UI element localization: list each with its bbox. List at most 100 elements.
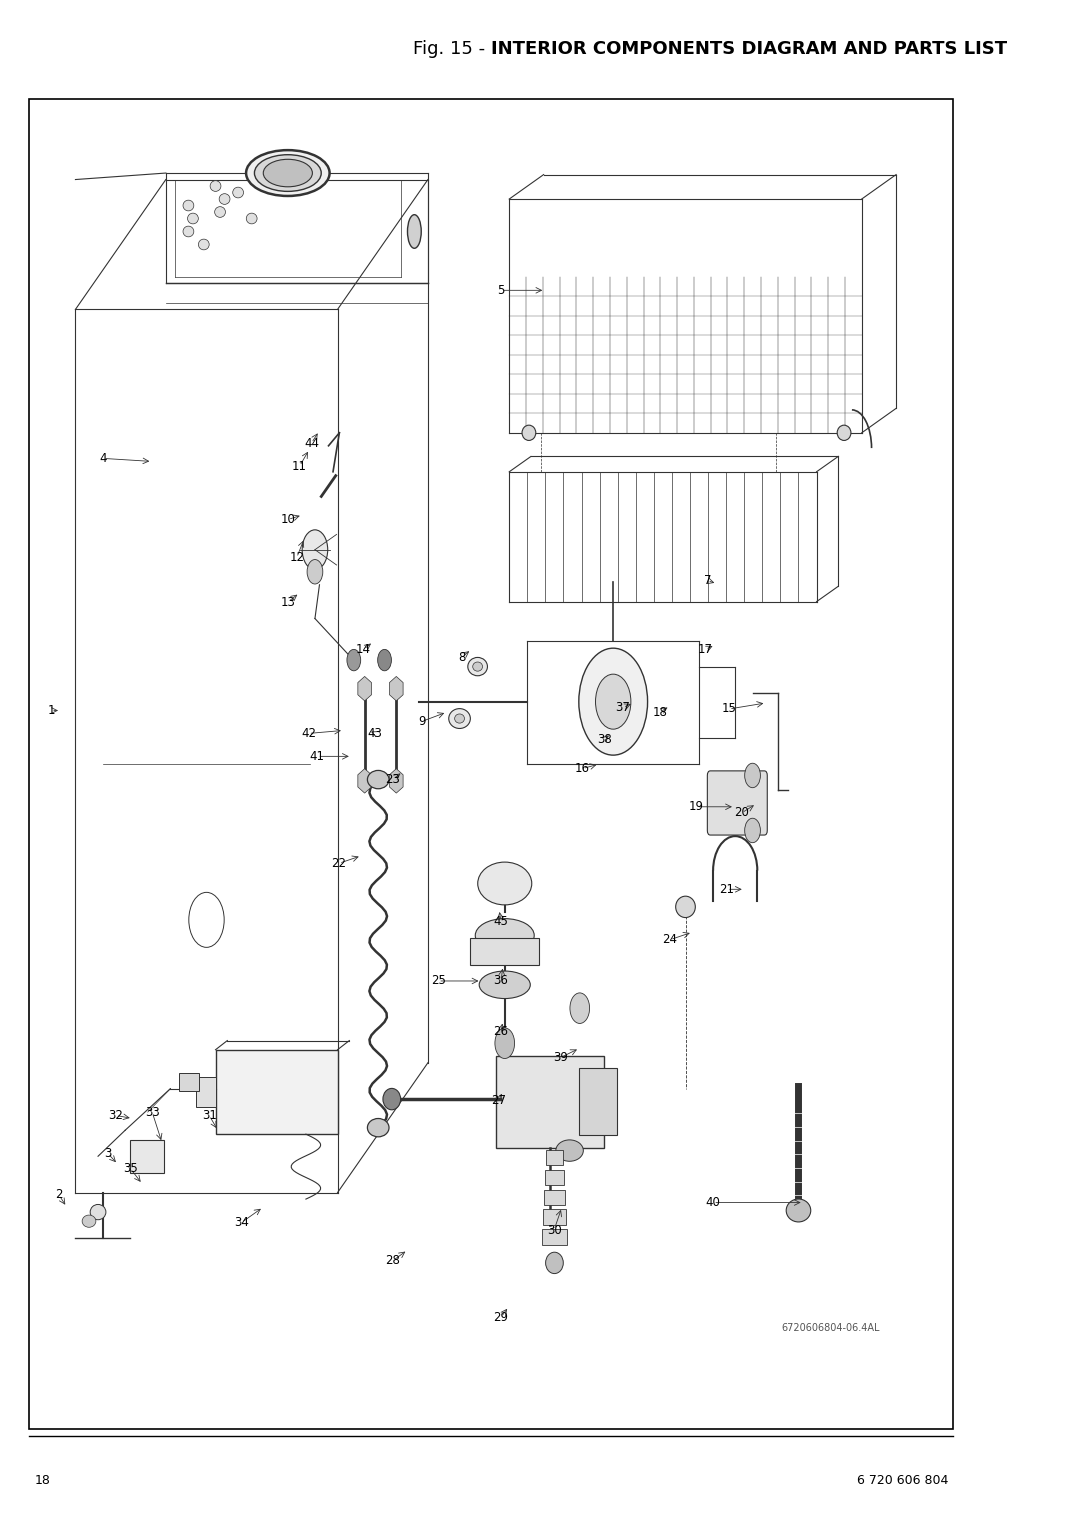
Ellipse shape (183, 226, 193, 237)
Text: 11: 11 (292, 460, 307, 472)
Text: 6 720 606 804: 6 720 606 804 (856, 1475, 948, 1487)
Bar (179, 1073, 199, 1091)
Text: 32: 32 (108, 1109, 123, 1122)
Text: 17: 17 (698, 643, 713, 656)
FancyBboxPatch shape (544, 1189, 565, 1204)
Text: 26: 26 (494, 1025, 509, 1038)
FancyBboxPatch shape (496, 1056, 604, 1148)
Text: 34: 34 (234, 1216, 249, 1229)
Text: 31: 31 (202, 1109, 217, 1122)
Text: 33: 33 (145, 1106, 160, 1118)
FancyBboxPatch shape (545, 1170, 564, 1186)
Ellipse shape (246, 150, 329, 196)
Circle shape (495, 1028, 514, 1059)
Text: 24: 24 (662, 934, 677, 946)
Text: 39: 39 (553, 1051, 568, 1063)
FancyBboxPatch shape (546, 1151, 563, 1166)
Text: 28: 28 (386, 1254, 401, 1267)
Text: INTERIOR COMPONENTS DIAGRAM AND PARTS LIST: INTERIOR COMPONENTS DIAGRAM AND PARTS LI… (491, 40, 1008, 58)
Ellipse shape (199, 238, 210, 249)
Text: 27: 27 (491, 1094, 507, 1106)
FancyBboxPatch shape (29, 99, 953, 1429)
Circle shape (570, 993, 590, 1024)
Text: 21: 21 (719, 883, 734, 895)
Text: 36: 36 (494, 975, 509, 987)
Ellipse shape (211, 180, 221, 191)
FancyBboxPatch shape (130, 1140, 164, 1174)
Text: 38: 38 (597, 733, 611, 746)
Text: 35: 35 (123, 1163, 138, 1175)
Text: 18: 18 (652, 706, 667, 718)
Ellipse shape (219, 194, 230, 205)
FancyBboxPatch shape (543, 1210, 566, 1225)
Text: 15: 15 (721, 703, 737, 715)
Text: 45: 45 (494, 915, 509, 927)
Ellipse shape (215, 206, 226, 217)
Text: 18: 18 (35, 1475, 51, 1487)
Ellipse shape (545, 1253, 564, 1274)
Ellipse shape (473, 662, 483, 671)
FancyBboxPatch shape (707, 770, 767, 834)
Text: Fig. 15 -: Fig. 15 - (414, 40, 491, 58)
Ellipse shape (449, 709, 471, 729)
Circle shape (579, 648, 648, 755)
Ellipse shape (837, 425, 851, 440)
Circle shape (745, 819, 760, 843)
Text: 40: 40 (705, 1196, 720, 1209)
Ellipse shape (475, 918, 535, 952)
Text: 9: 9 (419, 715, 427, 727)
Ellipse shape (455, 714, 464, 723)
Ellipse shape (91, 1204, 106, 1219)
Text: 12: 12 (289, 552, 305, 564)
Circle shape (595, 674, 631, 729)
Ellipse shape (522, 425, 536, 440)
Ellipse shape (246, 214, 257, 223)
Ellipse shape (383, 1088, 401, 1109)
Text: 3: 3 (105, 1148, 111, 1160)
Ellipse shape (183, 200, 193, 211)
Text: 16: 16 (575, 762, 590, 775)
Text: 6720606804-06.4AL: 6720606804-06.4AL (781, 1323, 880, 1332)
Ellipse shape (556, 1140, 583, 1161)
Text: 4: 4 (99, 452, 107, 465)
Text: 19: 19 (689, 801, 704, 813)
Ellipse shape (82, 1215, 96, 1227)
Ellipse shape (255, 154, 321, 191)
Text: 44: 44 (303, 437, 319, 449)
Text: 8: 8 (458, 651, 465, 663)
Ellipse shape (786, 1199, 811, 1222)
Text: 23: 23 (386, 773, 401, 785)
Ellipse shape (232, 188, 243, 199)
Text: 10: 10 (281, 513, 295, 526)
FancyBboxPatch shape (579, 1068, 617, 1135)
Ellipse shape (676, 895, 696, 917)
FancyBboxPatch shape (542, 1229, 567, 1244)
Text: 20: 20 (734, 807, 750, 819)
Ellipse shape (188, 214, 199, 223)
Circle shape (302, 530, 327, 570)
Text: 2: 2 (55, 1189, 63, 1201)
Text: 7: 7 (703, 575, 711, 587)
Text: 25: 25 (431, 975, 446, 987)
Text: 14: 14 (356, 643, 370, 656)
Text: 13: 13 (281, 596, 295, 608)
Ellipse shape (480, 972, 530, 999)
FancyBboxPatch shape (216, 1050, 338, 1134)
FancyBboxPatch shape (471, 938, 539, 966)
Ellipse shape (367, 1118, 389, 1137)
Text: 1: 1 (48, 704, 55, 717)
Ellipse shape (407, 215, 421, 249)
Text: 30: 30 (546, 1224, 562, 1236)
Bar (195, 1077, 216, 1108)
Text: 43: 43 (368, 727, 382, 740)
Circle shape (745, 762, 760, 788)
Circle shape (347, 649, 361, 671)
Ellipse shape (477, 862, 531, 905)
Text: 5: 5 (497, 284, 504, 296)
Text: 37: 37 (616, 701, 631, 714)
Circle shape (307, 559, 323, 584)
Text: 41: 41 (310, 750, 325, 762)
Text: 29: 29 (494, 1311, 509, 1323)
Ellipse shape (468, 657, 487, 675)
Text: 22: 22 (332, 857, 347, 869)
